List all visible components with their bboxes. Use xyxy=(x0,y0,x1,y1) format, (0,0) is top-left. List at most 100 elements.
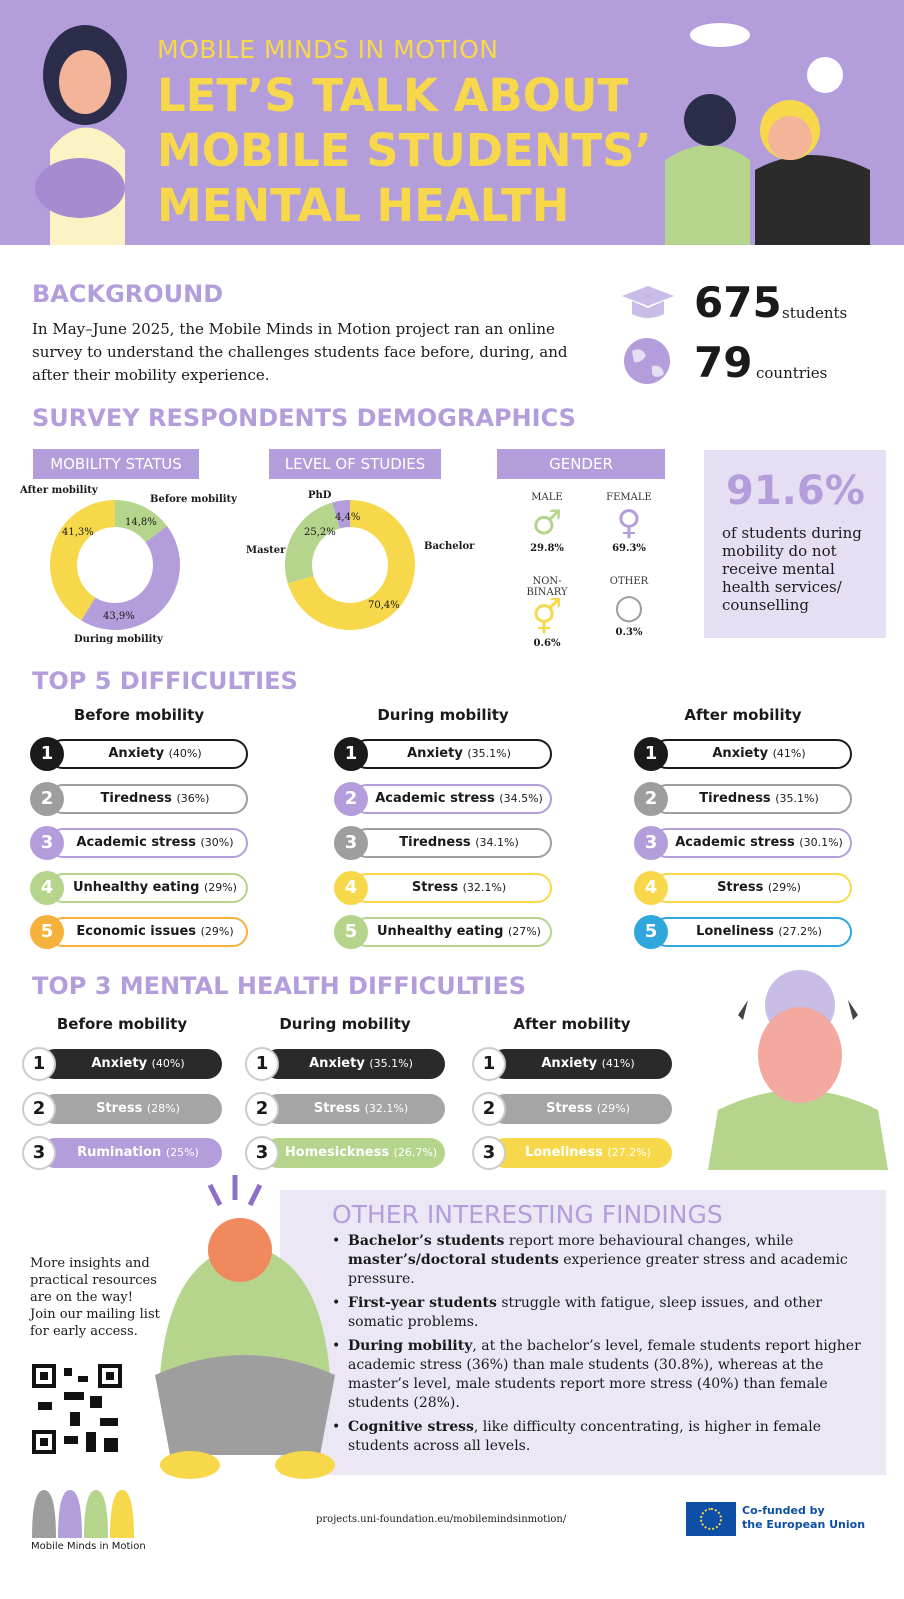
difficulty-pill: Anxiety (41%) xyxy=(490,1049,672,1079)
top5-item: 5 Economic issues (29%) xyxy=(30,915,248,949)
difficulty-label: Rumination xyxy=(77,1145,162,1160)
difficulty-percent: (29%) xyxy=(596,1101,630,1115)
difficulty-pill: Anxiety (40%) xyxy=(48,739,248,769)
top3-item: 2 Stress (28%) xyxy=(22,1091,222,1126)
stressed-student-illustration xyxy=(155,1175,335,1479)
rank-badge: 3 xyxy=(334,826,368,860)
difficulty-label: Homesickness xyxy=(284,1145,390,1160)
title-line: MENTAL HEALTH xyxy=(157,179,570,232)
top3-item: 1 Anxiety (35.1%) xyxy=(245,1047,445,1081)
rank-badge: 5 xyxy=(634,915,668,949)
difficulty-label: Tiredness xyxy=(399,835,471,850)
pct-phd: 4,4% xyxy=(335,512,361,523)
gender-other: OTHER ○ 0.3% xyxy=(594,576,664,638)
rank-badge: 4 xyxy=(334,870,368,905)
findings-heading: OTHER INTERESTING FINDINGS xyxy=(332,1200,723,1229)
pct-bachelor: 70,4% xyxy=(368,600,400,611)
label-master: Master xyxy=(246,545,286,556)
gender-male: MALE ♂ 29.8% xyxy=(512,492,582,554)
difficulty-pill: Homesickness (26.7%) xyxy=(263,1138,445,1168)
finding-bold: First-year students xyxy=(348,1295,497,1311)
top3-item: 2 Stress (29%) xyxy=(472,1091,672,1126)
top3-column-title: During mobility xyxy=(279,1015,411,1033)
difficulty-label: Anxiety xyxy=(91,1056,148,1071)
top5-column-title: After mobility xyxy=(684,706,802,724)
top5-item: 3 Academic stress (30.1%) xyxy=(634,826,852,860)
top5-item: 3 Tiredness (34.1%) xyxy=(334,826,552,860)
top5-item: 5 Loneliness (27.2%) xyxy=(634,915,852,949)
difficulty-percent: (29%) xyxy=(200,925,234,938)
top5-item: 2 Academic stress (34.5%) xyxy=(334,781,552,816)
difficulty-pill: Tiredness (36%) xyxy=(48,783,248,814)
difficulty-label: Anxiety xyxy=(407,746,463,761)
donut-slice-master xyxy=(285,502,340,584)
qr-code[interactable] xyxy=(30,1362,124,1456)
difficulty-label: Anxiety xyxy=(108,746,165,761)
difficulty-percent: (34.5%) xyxy=(499,791,543,805)
difficulty-pill: Stress (32.1%) xyxy=(352,872,552,903)
woman-hugging-heart-illustration xyxy=(35,25,127,245)
difficulty-label: Stress xyxy=(717,879,764,895)
pct-during: 43,9% xyxy=(103,611,135,622)
difficulty-label: Tiredness xyxy=(100,790,172,806)
title-line: MOBILE STUDENTS’ xyxy=(157,124,652,177)
female-symbol-icon: ♀ xyxy=(616,503,642,543)
male-symbol-icon: ♂ xyxy=(531,503,563,543)
difficulty-percent: (41%) xyxy=(772,747,806,760)
demographics-heading: SURVEY RESPONDENTS DEMOGRAPHICS xyxy=(32,404,576,432)
difficulty-percent: (27%) xyxy=(507,925,541,938)
difficulty-pill: Anxiety (40%) xyxy=(40,1049,222,1079)
other-symbol-icon: ○ xyxy=(614,587,644,627)
eu-text-line: Co-funded by xyxy=(742,1504,825,1517)
rank-badge: 2 xyxy=(30,781,64,816)
counselling-callout: 91.6% of students during mobility do not… xyxy=(704,450,886,638)
difficulty-percent: (30%) xyxy=(200,836,234,849)
difficulty-percent: (27.2%) xyxy=(778,925,822,938)
difficulty-label: Stress xyxy=(411,879,459,895)
difficulty-pill: Stress (32.1%) xyxy=(263,1093,445,1124)
donut-slice-phd xyxy=(332,500,350,529)
top3-heading: TOP 3 MENTAL HEALTH DIFFICULTIES xyxy=(32,972,527,1000)
project-url[interactable]: projects.uni-foundation.eu/mobilemindsin… xyxy=(316,1514,567,1525)
difficulty-label: Anxiety xyxy=(541,1056,598,1071)
difficulty-pill: Academic stress (30.1%) xyxy=(652,828,852,858)
level-of-studies-tag: LEVEL OF STUDIES xyxy=(269,449,441,479)
donut-slice-before-mobility xyxy=(115,500,168,543)
callout-text: of students during mobility do not recei… xyxy=(722,524,862,614)
difficulty-pill: Academic stress (34.5%) xyxy=(352,783,552,814)
gender-value: 69.3% xyxy=(612,543,646,554)
difficulty-label: Economic issues xyxy=(76,924,197,939)
top3-column-title: Before mobility xyxy=(56,1015,188,1033)
gender-non-binary: NON-BINARY ⚥ 0.6% xyxy=(512,576,582,649)
difficulty-percent: (29%) xyxy=(767,880,801,894)
top5-item: 4 Unhealthy eating (29%) xyxy=(30,870,248,905)
rank-badge: 1 xyxy=(334,737,368,771)
difficulty-percent: (35.1%) xyxy=(369,1057,413,1070)
gender-value: 0.3% xyxy=(615,627,643,638)
gender-label: OTHER xyxy=(609,576,649,587)
difficulty-pill: Anxiety (35.1%) xyxy=(352,739,552,769)
pct-master: 25,2% xyxy=(304,527,336,538)
sad-students-illustration xyxy=(665,23,870,245)
difficulty-pill: Economic issues (29%) xyxy=(48,917,248,947)
top5-column-title: Before mobility xyxy=(73,706,205,724)
top5-item: 3 Academic stress (30%) xyxy=(30,826,248,860)
gender-value: 29.8% xyxy=(530,543,564,554)
donut-slice-after-mobility xyxy=(49,500,115,621)
rank-badge: 1 xyxy=(634,737,668,771)
students-count: 675 xyxy=(694,278,782,327)
mobility-status-donut xyxy=(49,500,180,630)
finding-text: , at the bachelor’s level, female studen… xyxy=(348,1338,861,1411)
finding-item: Cognitive stress, like difficulty concen… xyxy=(332,1418,872,1456)
finding-text: experience greater stress and academic p… xyxy=(348,1252,848,1287)
rank-badge: 2 xyxy=(245,1091,279,1126)
header-kicker: MOBILE MINDS IN MOTION xyxy=(157,35,499,64)
header-title: LET’S TALK ABOUT MOBILE STUDENTS’ MENTAL… xyxy=(157,68,652,233)
donut-slice-bachelor xyxy=(287,500,415,630)
stressed-woman-illustration xyxy=(708,970,888,1170)
rank-badge: 1 xyxy=(472,1047,506,1081)
difficulty-label: Stress xyxy=(96,1100,143,1116)
rank-badge: 4 xyxy=(30,870,64,905)
top5-heading: TOP 5 DIFFICULTIES xyxy=(32,667,298,695)
top5-item: 4 Stress (29%) xyxy=(634,870,852,905)
